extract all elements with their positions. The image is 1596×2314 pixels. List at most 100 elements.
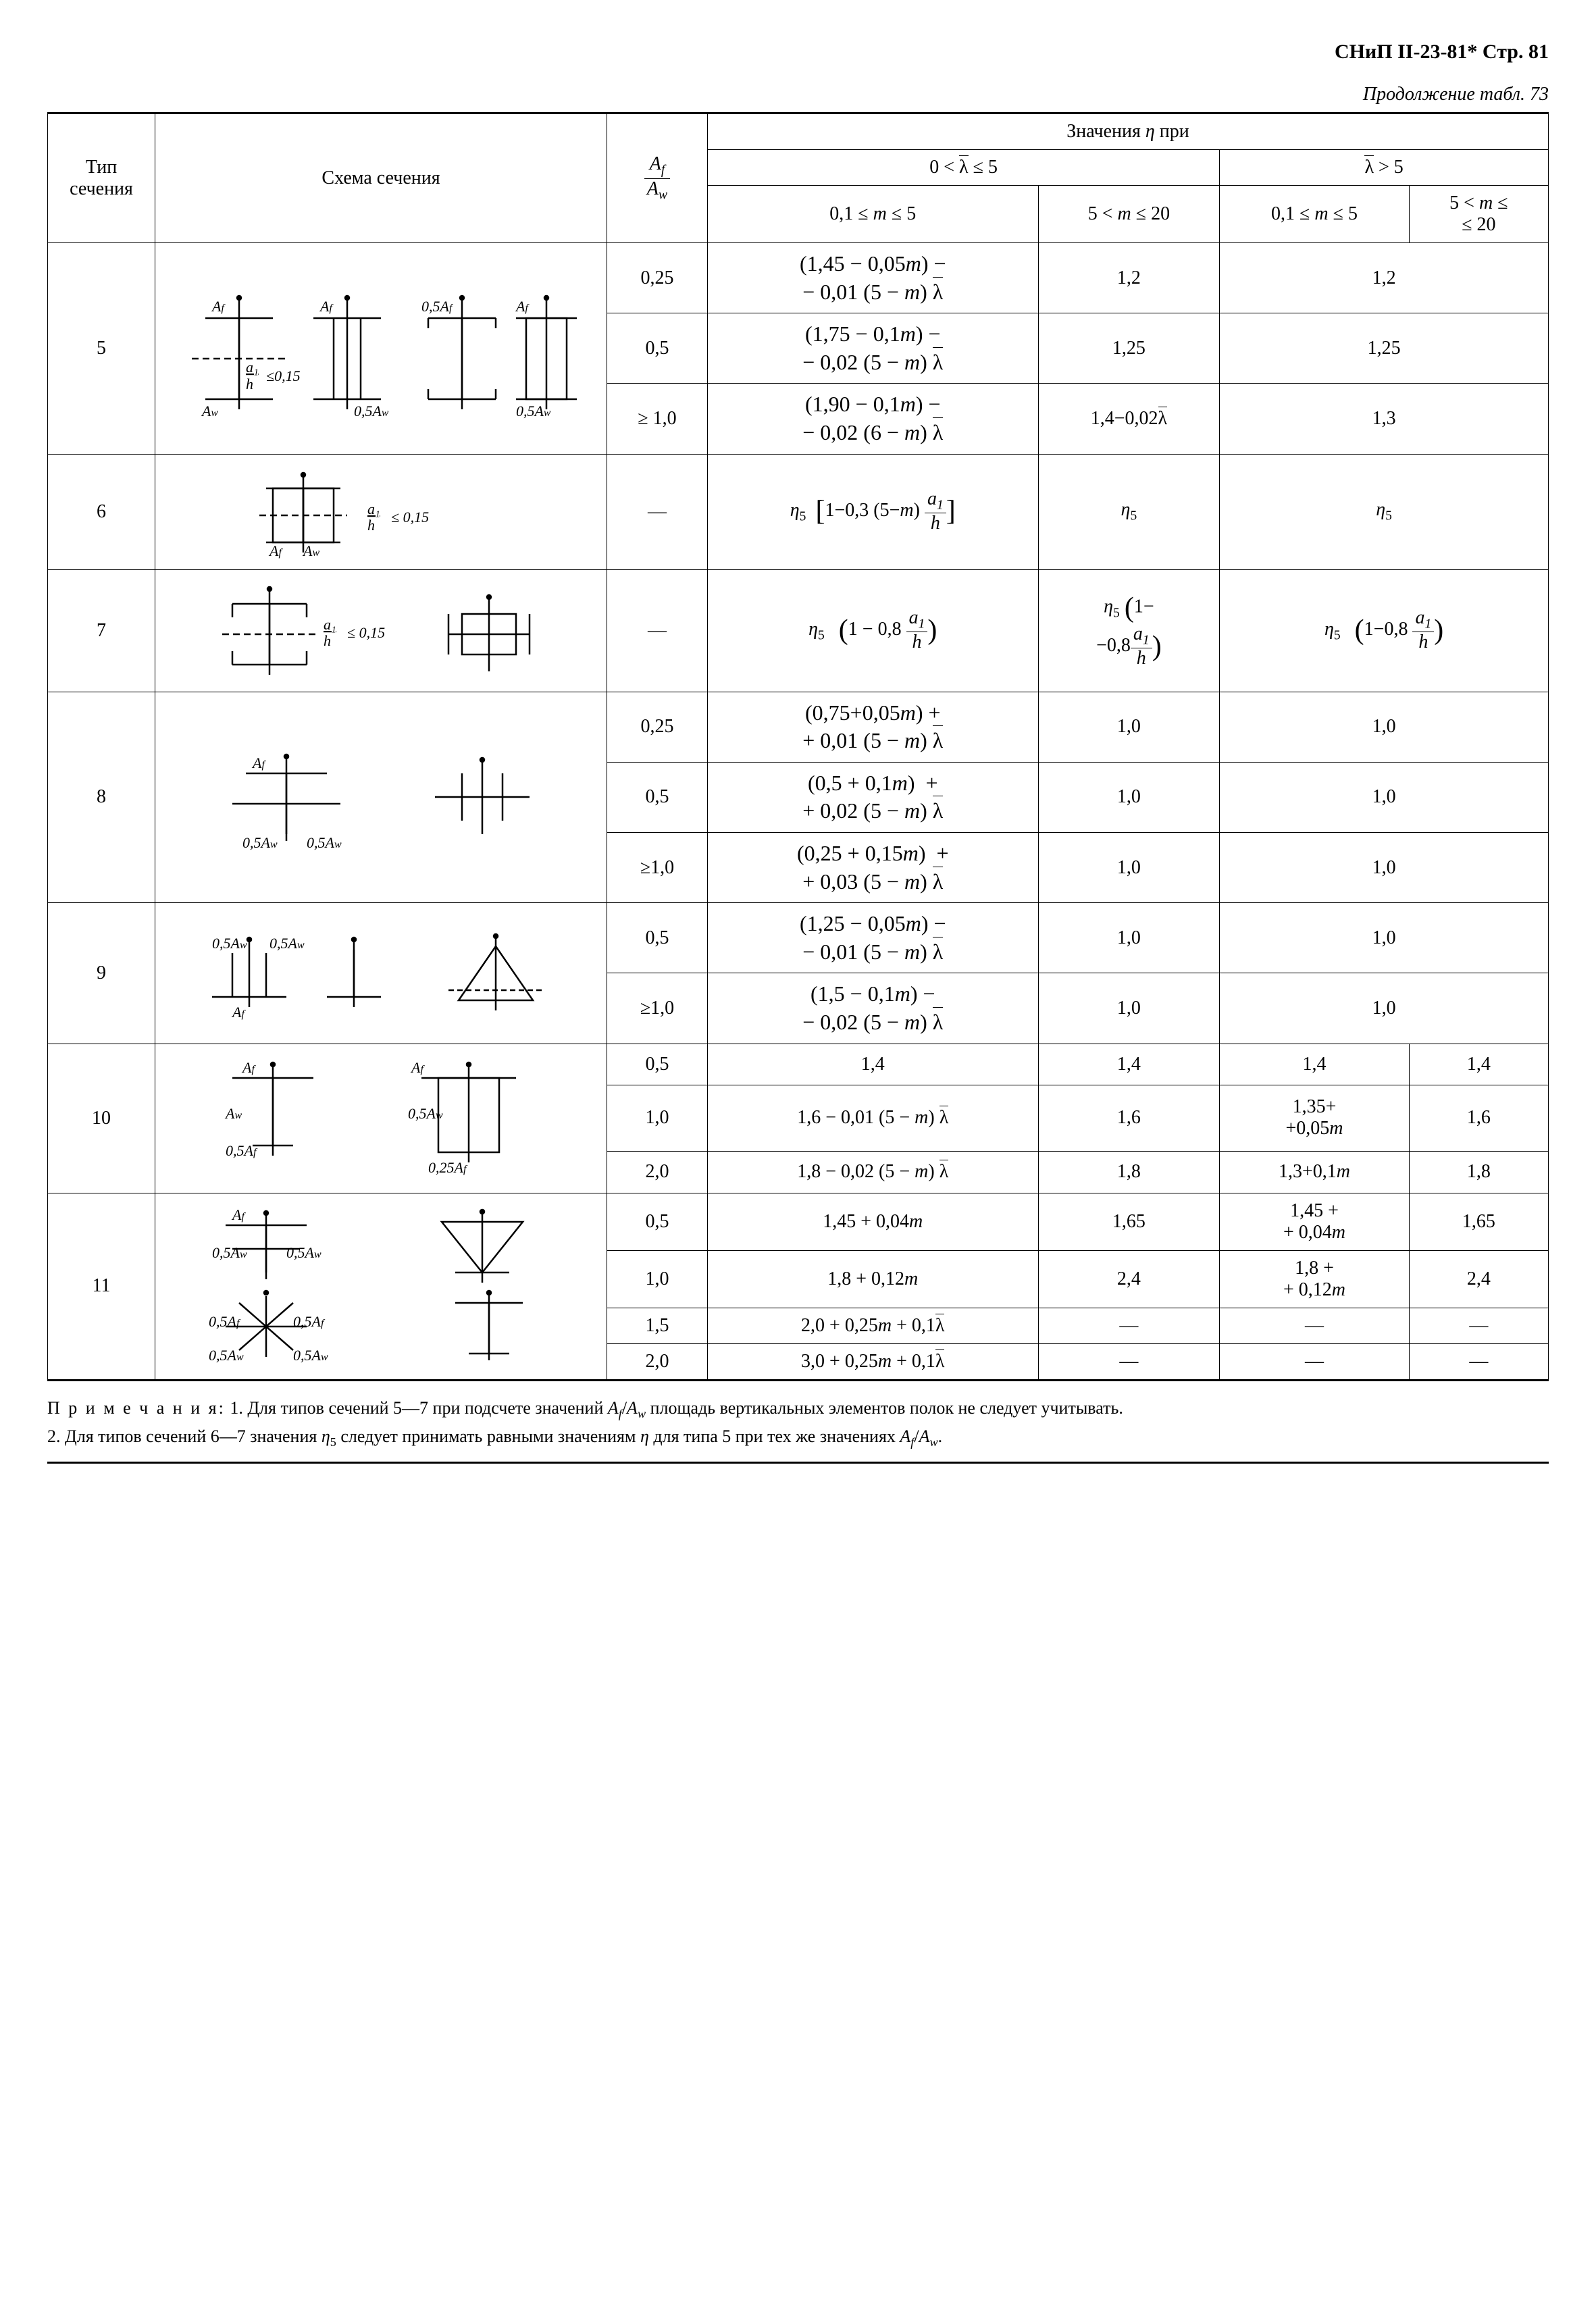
svg-text:0,5Af: 0,5Af <box>226 1142 258 1159</box>
svg-text:≤ 0,15: ≤ 0,15 <box>391 509 429 525</box>
cell: ≥1,0 <box>607 832 708 902</box>
svg-text:Aw: Aw <box>201 403 218 419</box>
cell: ≥1,0 <box>607 973 708 1044</box>
cell: — <box>607 569 708 692</box>
cell: 3,0 + 0,25m + 0,1λ <box>708 1343 1039 1380</box>
cell: (1,45 − 0,05m) −− 0,01 (5 − m) λ <box>708 243 1039 313</box>
svg-text:Af: Af <box>231 1004 246 1021</box>
cell: 0,5 <box>607 1193 708 1250</box>
row-6: 6 Af Aw a₁ h ≤ 0,15 — η5 1−0,3 <box>48 454 1549 569</box>
table-notes: П р и м е ч а н и я: 1. Для типов сечени… <box>47 1395 1549 1464</box>
cell: 1,0 <box>607 1085 708 1151</box>
type-10: 10 <box>48 1044 155 1193</box>
cell: (1,25 − 0,05m) −− 0,01 (5 − m) λ <box>708 903 1039 973</box>
cell: 0,5 <box>607 313 708 384</box>
svg-text:0,5Aw: 0,5Aw <box>212 1244 247 1261</box>
cell: 1,8 + 0,12m <box>708 1250 1039 1308</box>
svg-text:0,5Aw: 0,5Aw <box>286 1244 321 1261</box>
svg-text:h: h <box>324 632 331 649</box>
cell: 2,0 <box>607 1152 708 1193</box>
cell: 1,65 <box>1038 1193 1220 1250</box>
cell: 1,45 ++ 0,04m <box>1220 1193 1410 1250</box>
svg-text:Af: Af <box>515 298 530 315</box>
type-11: 11 <box>48 1193 155 1380</box>
svg-text:Af: Af <box>410 1059 425 1076</box>
note-1-text: 1. Для типов сечений 5—7 при подсчете зн… <box>230 1398 1123 1418</box>
svg-text:≤ 0,15: ≤ 0,15 <box>347 624 385 641</box>
cell: 1,8 <box>1038 1152 1220 1193</box>
cell: 1,0 <box>1220 762 1549 832</box>
cell: 1,65 <box>1409 1193 1548 1250</box>
svg-text:Af: Af <box>231 1206 246 1223</box>
svg-text:Af: Af <box>319 298 334 315</box>
cell: η5 1−−0,8a1h <box>1038 569 1220 692</box>
row-5-a: 5 <box>48 243 1549 313</box>
type-9: 9 <box>48 903 155 1044</box>
cell: — <box>1220 1343 1410 1380</box>
svg-text:Af: Af <box>241 1059 256 1076</box>
cell: 1,4 <box>708 1044 1039 1085</box>
row-7: 7 <box>48 569 1549 692</box>
scheme-5: Af Af 0,5Af Af Aw 0,5Aw a₁ h ≤0,15 0,5Aw <box>155 243 607 455</box>
cell: η5 <box>1038 454 1220 569</box>
svg-text:Aw: Aw <box>302 542 319 559</box>
th-ratio: Af Aw <box>607 113 708 243</box>
type-8: 8 <box>48 692 155 903</box>
cell: (1,75 − 0,1m) −− 0,02 (5 − m) λ <box>708 313 1039 384</box>
cell: 1,2 <box>1038 243 1220 313</box>
row-10-a: 10 Af Af Aw <box>48 1044 1549 1085</box>
cell: 0,5 <box>607 762 708 832</box>
svg-text:a₁: a₁ <box>324 616 336 633</box>
svg-text:0,5Af: 0,5Af <box>209 1313 241 1330</box>
cell: — <box>1038 1308 1220 1343</box>
th-m4: 5 < m ≤≤ 20 <box>1409 186 1548 243</box>
svg-text:0,5Aw: 0,5Aw <box>293 1347 328 1364</box>
cell: 1,0 <box>1038 973 1220 1044</box>
cell: — <box>1220 1308 1410 1343</box>
cell: — <box>1409 1343 1548 1380</box>
cell: 1,3+0,1m <box>1220 1152 1410 1193</box>
row-9-a: 9 <box>48 903 1549 973</box>
cell: 1,6 <box>1409 1085 1548 1151</box>
cell: (0,75+0,05m) ++ 0,01 (5 − m) λ <box>708 692 1039 762</box>
row-11-a: 11 <box>48 1193 1549 1250</box>
cell: 1,3 <box>1220 384 1549 454</box>
cell: — <box>1409 1308 1548 1343</box>
cell: (0,5 + 0,1m) ++ 0,02 (5 − m) λ <box>708 762 1039 832</box>
doc-header: СНиП II-23-81* Стр. 81 <box>47 41 1549 63</box>
cell: 0,25 <box>607 243 708 313</box>
cell: η5 1−0,8 a1h <box>1220 569 1549 692</box>
cell: 1,2 <box>1220 243 1549 313</box>
cell: ≥ 1,0 <box>607 384 708 454</box>
cell: η5 1 − 0,8 a1h <box>708 569 1039 692</box>
svg-text:0,5Aw: 0,5Aw <box>307 834 342 851</box>
svg-text:0,5Aw: 0,5Aw <box>354 403 389 419</box>
scheme-7: a₁ h ≤ 0,15 <box>155 569 607 692</box>
scheme-6: Af Aw a₁ h ≤ 0,15 <box>155 454 607 569</box>
cell: 1,35++0,05m <box>1220 1085 1410 1151</box>
cell: 1,8 ++ 0,12m <box>1220 1250 1410 1308</box>
type-5: 5 <box>48 243 155 455</box>
cell: 2,0 <box>607 1343 708 1380</box>
scheme-11: Af 0,5Aw 0,5Aw 0,5Af 0,5Af 0,5Aw 0,5Aw <box>155 1193 607 1380</box>
svg-text:Af: Af <box>211 298 226 315</box>
cell: — <box>607 454 708 569</box>
th-scheme: Схема сечения <box>155 113 607 243</box>
svg-text:h: h <box>367 517 375 534</box>
cell: 1,0 <box>1220 692 1549 762</box>
cell: 1,8 − 0,02 (5 − m) λ <box>708 1152 1039 1193</box>
main-table: Тип сечения Схема сечения Af Aw Значения… <box>47 112 1549 1381</box>
th-m3: 0,1 ≤ m ≤ 5 <box>1220 186 1410 243</box>
type-6: 6 <box>48 454 155 569</box>
th-type: Тип сечения <box>48 113 155 243</box>
svg-text:h: h <box>246 376 253 392</box>
note-2-text: 2. Для типов сечений 6—7 значения η5 сле… <box>47 1426 942 1446</box>
cell: 1,5 <box>607 1308 708 1343</box>
cell: (0,25 + 0,15m) ++ 0,03 (5 − m) λ <box>708 832 1039 902</box>
scheme-10: Af Af Aw 0,5Af 0,5Aw 0,25Af <box>155 1044 607 1193</box>
scheme-8: Af 0,5Aw 0,5Aw <box>155 692 607 903</box>
cell: 0,5 <box>607 1044 708 1085</box>
svg-text:0,5Aw: 0,5Aw <box>212 935 247 952</box>
cell: η5 <box>1220 454 1549 569</box>
cell: — <box>1038 1343 1220 1380</box>
